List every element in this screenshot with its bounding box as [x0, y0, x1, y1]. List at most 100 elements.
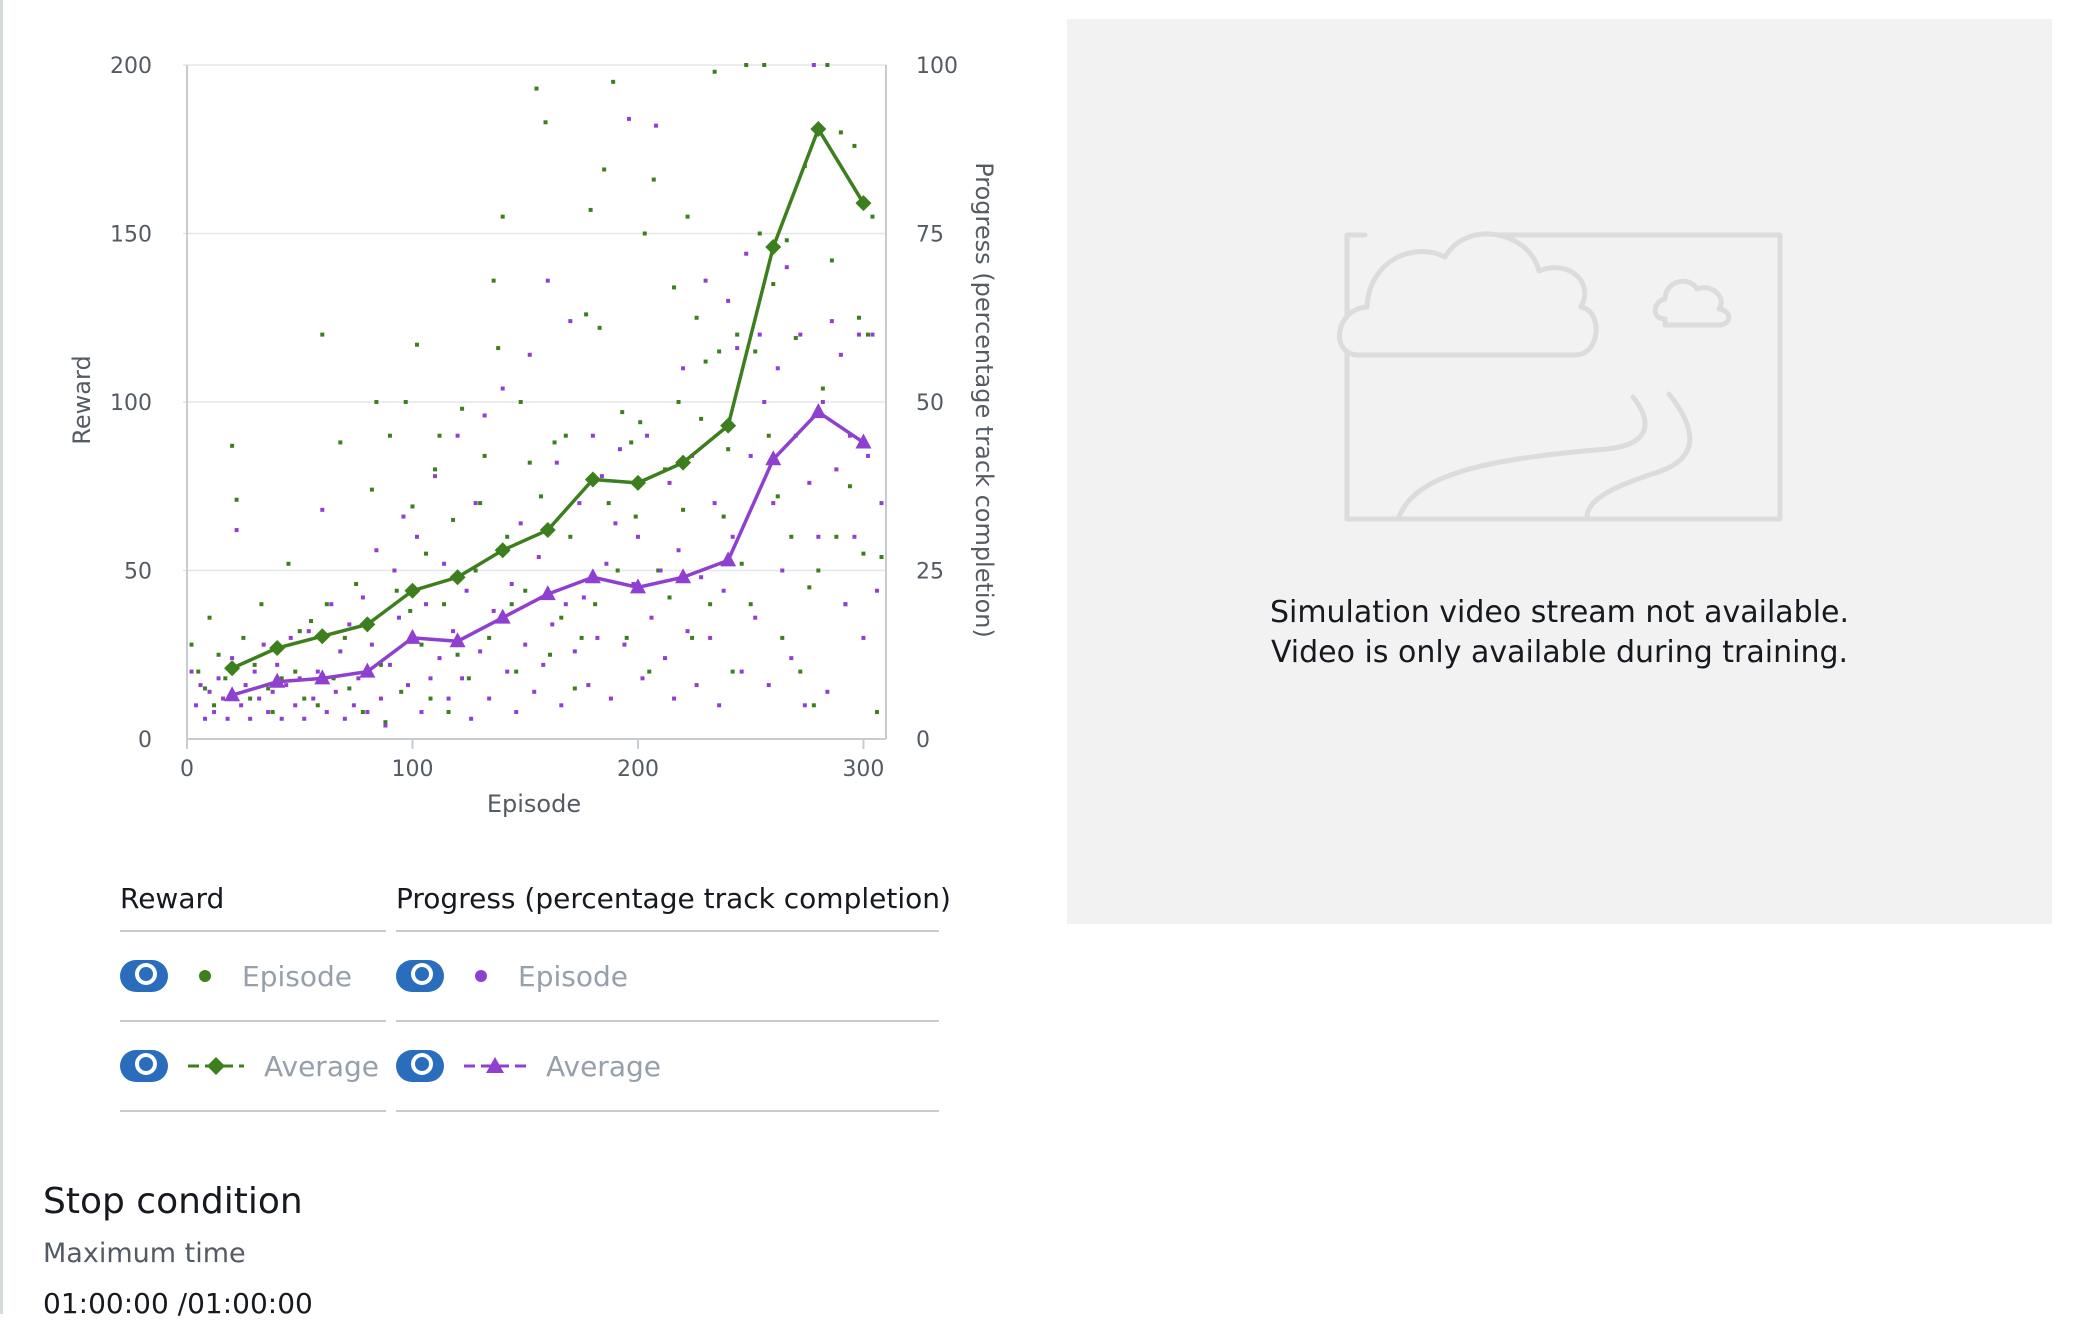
reward-average-marker — [539, 522, 556, 539]
reward-average-marker — [224, 660, 241, 677]
reward-episode-point — [403, 400, 408, 404]
reward-episode-point — [509, 602, 514, 607]
reward-episode-point — [548, 652, 553, 657]
progress-episode-point — [460, 676, 465, 681]
progress-episode-point — [735, 346, 740, 351]
reward-episode-point — [387, 433, 392, 438]
progress-episode-point — [595, 635, 600, 640]
reward-episode-point — [455, 652, 460, 657]
progress-episode-point — [681, 366, 686, 371]
reward-episode-point — [394, 588, 399, 593]
progress-average-marker — [269, 672, 286, 688]
progress-episode-point — [383, 723, 388, 728]
progress-episode-point — [572, 649, 577, 654]
progress-episode-point — [396, 615, 401, 620]
reward-episode-point — [647, 669, 652, 674]
reward-episode-point — [543, 120, 548, 125]
reward-episode-point — [784, 238, 789, 243]
progress-episode-point — [500, 386, 505, 391]
progress-episode-point — [338, 649, 343, 654]
reward-episode-point — [259, 602, 264, 607]
reward-episode-point — [203, 686, 208, 691]
reward-episode-point — [847, 484, 852, 489]
progress-episode-point — [856, 332, 861, 337]
legend-reward-episode-row: Episode — [120, 932, 386, 1022]
reward-episode-point — [588, 207, 593, 212]
progress-episode-point — [203, 716, 208, 721]
progress-average-marker — [224, 686, 241, 702]
reward-average-marker — [810, 121, 827, 138]
reward-episode-point — [324, 602, 329, 607]
progress-episode-point — [879, 501, 884, 506]
reward-episode-point — [611, 79, 616, 84]
progress-episode-point — [726, 298, 731, 303]
reward-episode-point — [820, 386, 825, 391]
progress-episode-toggle[interactable] — [396, 960, 444, 992]
reward-episode-point — [527, 460, 532, 465]
progress-episode-point — [284, 683, 289, 688]
reward-episode-point — [861, 551, 866, 556]
progress-episode-point — [766, 683, 771, 688]
progress-episode-point — [333, 689, 338, 694]
reward-episode-point — [451, 517, 456, 522]
reward-episode-point — [620, 410, 625, 415]
legend-reward-average-row: Average — [120, 1022, 386, 1112]
progress-episode-point — [437, 656, 442, 661]
progress-episode-point — [825, 689, 830, 694]
progress-episode-point — [275, 662, 280, 667]
reward-episode-point — [766, 433, 771, 438]
legend-progress-header: Progress (percentage track completion) — [396, 868, 951, 932]
progress-episode-point — [424, 602, 429, 607]
progress-episode-point — [771, 501, 776, 506]
progress-episode-point — [748, 453, 753, 458]
reward-episode-toggle[interactable] — [120, 960, 168, 992]
reward-episode-point — [297, 629, 302, 634]
green-dot-icon — [199, 970, 211, 982]
reward-episode-point — [424, 551, 429, 556]
reward-episode-point — [216, 652, 221, 657]
progress-episode-point — [717, 703, 722, 708]
reward-episode-point — [825, 63, 830, 67]
progress-average-toggle[interactable] — [396, 1050, 444, 1082]
y-right-tick-label: 75 — [916, 223, 944, 248]
progress-episode-point — [261, 642, 266, 647]
reward-episode-point — [338, 440, 343, 445]
reward-episode-point — [234, 497, 239, 502]
reward-episode-point — [816, 568, 821, 573]
reward-episode-point — [442, 602, 447, 607]
reward-episode-point — [602, 167, 607, 172]
progress-episode-point — [234, 528, 239, 533]
progress-episode-point — [342, 716, 347, 721]
reward-episode-point — [672, 285, 677, 290]
reward-episode-point — [433, 467, 438, 472]
legend-reward: Reward Episode Average — [120, 868, 386, 1112]
progress-average-marker — [629, 578, 646, 594]
progress-episode-point — [302, 716, 307, 721]
reward-episode-point — [638, 420, 643, 425]
reward-episode-point — [482, 453, 487, 458]
progress-episode-point — [757, 332, 762, 337]
progress-episode-point — [365, 710, 370, 715]
legend-progress-average-row: Average — [396, 1022, 939, 1112]
reward-episode-point — [789, 534, 794, 539]
reward-episode-point — [572, 686, 577, 691]
progress-episode-point — [360, 595, 365, 600]
progress-average-marker — [314, 669, 331, 685]
progress-episode-point — [239, 703, 244, 708]
reward-episode-point — [629, 440, 634, 445]
progress-episode-point — [266, 710, 271, 715]
progress-episode-point — [446, 696, 451, 701]
progress-episode-point — [599, 474, 604, 479]
reward-average-toggle[interactable] — [120, 1050, 168, 1082]
reward-episode-point — [466, 676, 471, 681]
reward-episode-point — [735, 332, 740, 337]
progress-episode-point — [847, 433, 852, 438]
reward-episode-point — [775, 494, 780, 499]
progress-average-marker — [584, 568, 601, 584]
reward-episode-point — [446, 710, 451, 715]
progress-average-marker — [359, 662, 376, 678]
progress-episode-point — [428, 676, 433, 681]
reward-episode-point — [252, 662, 257, 667]
video-unavailable-message: Simulation video stream not available. V… — [1067, 593, 2052, 673]
progress-episode-point — [852, 534, 857, 539]
